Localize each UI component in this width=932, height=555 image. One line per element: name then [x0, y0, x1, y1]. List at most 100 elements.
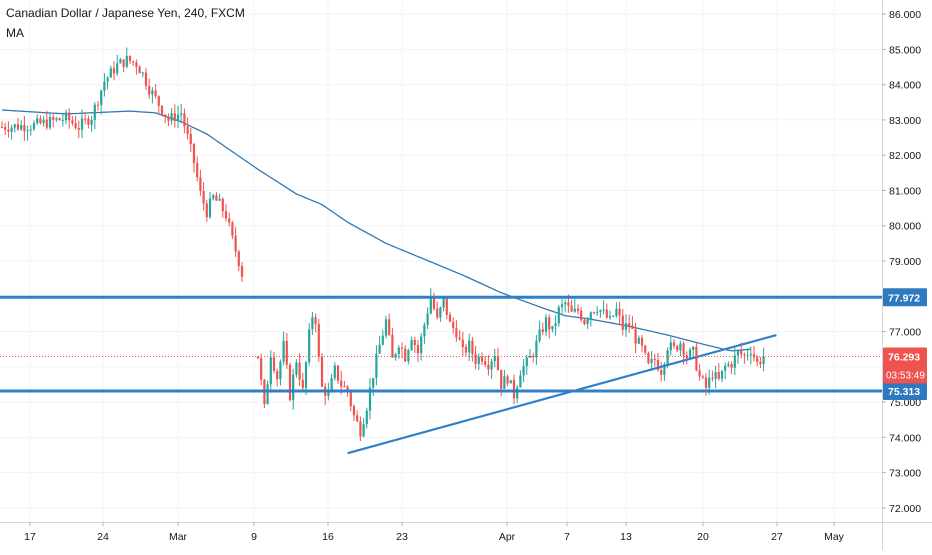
candle-body [567, 302, 570, 306]
price-axis-label: 73.000 [889, 468, 921, 480]
candle [90, 116, 93, 132]
candle-body [84, 118, 87, 120]
candle-body [471, 340, 474, 354]
candle-body [215, 195, 218, 201]
candle-body [432, 296, 436, 309]
candle-body [256, 356, 260, 359]
candle [637, 335, 640, 345]
candle-body [669, 342, 672, 351]
candle [474, 345, 477, 370]
candle [576, 304, 580, 315]
candle-body [186, 126, 189, 135]
candle-body [576, 308, 580, 311]
candle-body [119, 59, 122, 64]
candle-body [592, 312, 596, 314]
candle [42, 116, 45, 127]
candle [375, 345, 378, 386]
candle-body [212, 195, 215, 199]
candle-body [416, 344, 420, 354]
candle-body [260, 358, 263, 380]
price-axis-background[interactable] [882, 0, 932, 550]
candle-body [109, 68, 112, 78]
candle-body [429, 296, 432, 314]
candle-body [381, 335, 384, 345]
candle-body [560, 304, 564, 308]
candle-body [679, 343, 682, 351]
candle-body [468, 340, 471, 353]
candle-body [656, 360, 660, 371]
candle-body [362, 424, 365, 437]
candle [276, 368, 279, 387]
candle-body [653, 359, 656, 361]
price-axis-label: 83.000 [889, 115, 921, 127]
candle [199, 169, 202, 196]
candle-body [605, 309, 608, 318]
candle [538, 320, 541, 343]
candle [388, 313, 391, 337]
candle-body [452, 321, 455, 329]
candle-body [16, 124, 20, 130]
candle [711, 370, 714, 382]
candles-layer [0, 47, 765, 441]
drawing-layer[interactable] [0, 295, 882, 455]
candle-body [202, 190, 205, 204]
candle-body [676, 345, 679, 351]
candle [730, 361, 733, 375]
candle-body [394, 354, 397, 358]
candle [218, 193, 221, 202]
candle-body [183, 113, 186, 127]
price-axis-label: 82.000 [889, 150, 921, 162]
symbol-title[interactable]: Canadian Dollar / Japanese Yen, 240, FXC… [6, 6, 245, 20]
time-axis-label: Mar [169, 531, 188, 543]
candle [80, 109, 84, 139]
candle [180, 103, 183, 124]
indicator-label[interactable]: MA [6, 26, 24, 40]
price-badges: 77.972 75.313 76.293 03:53:49 [883, 288, 927, 401]
candle-body [173, 113, 176, 122]
candle-body [637, 337, 640, 344]
candle [16, 117, 20, 131]
candle [448, 311, 452, 322]
candle-body [516, 387, 519, 399]
candle [77, 120, 80, 139]
candle [516, 384, 519, 404]
candle [301, 372, 304, 391]
candle [164, 114, 167, 123]
candle-body [276, 370, 279, 380]
candle-body [564, 302, 567, 305]
candle-body [720, 370, 724, 379]
trendline[interactable] [347, 334, 777, 455]
candle-body [756, 357, 759, 362]
candle-body [20, 125, 23, 130]
candle-body [692, 346, 695, 350]
candle [32, 120, 36, 131]
candle-body [304, 362, 308, 388]
candle-body [90, 119, 93, 125]
candle-body [39, 118, 42, 124]
candle [10, 124, 13, 140]
candle [7, 121, 10, 138]
candle-body [672, 342, 676, 346]
candle-body [650, 359, 653, 364]
candle-body [541, 329, 544, 333]
candle-body [436, 308, 439, 318]
candle [519, 370, 522, 388]
candle [525, 354, 528, 375]
candle [420, 332, 423, 361]
candle [541, 322, 544, 335]
candle [506, 374, 509, 387]
candle-body [144, 72, 148, 86]
time-axis[interactable]: 17 24 Mar 9 16 23 Apr 7 13 20 27 May [24, 522, 845, 543]
candle [45, 110, 48, 130]
candle [512, 374, 516, 405]
candle-body [199, 177, 202, 191]
candle-body [762, 356, 765, 364]
candle-body [13, 124, 16, 128]
candle-body [532, 355, 535, 358]
candle [762, 347, 765, 372]
candle [752, 345, 756, 362]
candle-body [378, 344, 381, 354]
candle [426, 307, 429, 330]
